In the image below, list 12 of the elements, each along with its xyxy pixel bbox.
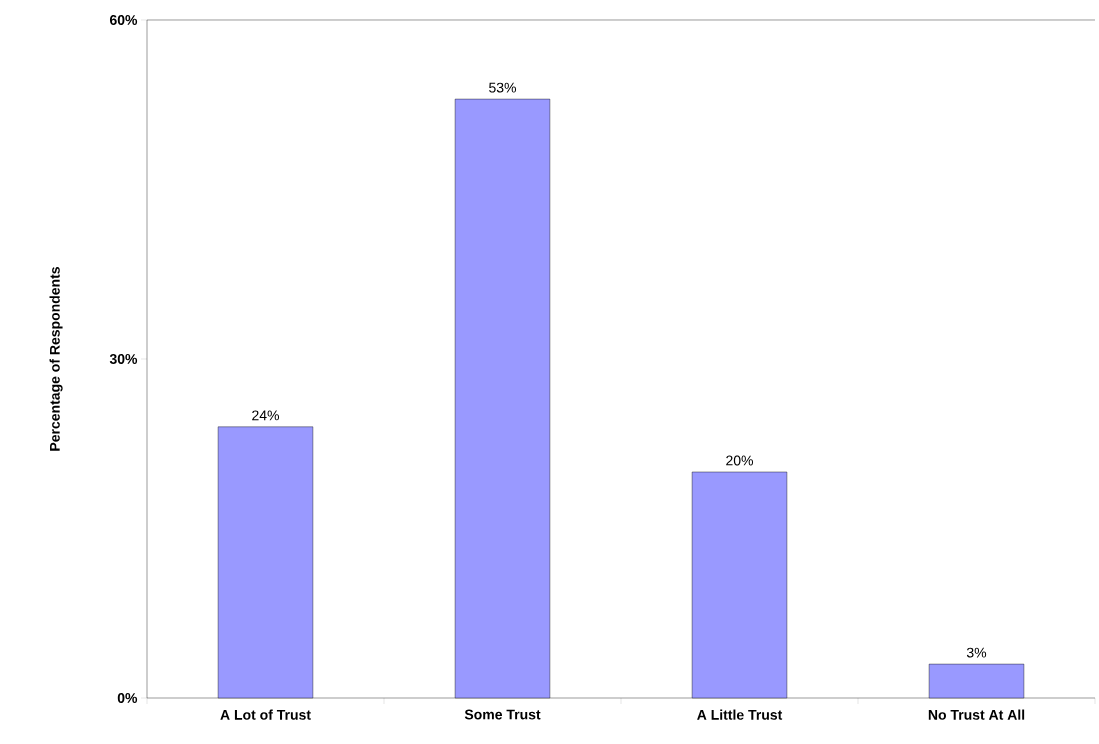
y-axis-title: Percentage of Respondents <box>49 267 63 451</box>
x-tick-label: Some Trust <box>464 709 541 720</box>
data-label: 53% <box>489 82 517 93</box>
y-tick-label: 30% <box>109 354 138 364</box>
data-label: 3% <box>966 647 987 658</box>
data-label: 24% <box>252 410 280 421</box>
x-tick-label: A Little Trust <box>697 709 783 720</box>
x-tick-label: A Lot of Trust <box>220 709 311 720</box>
x-tick-label: No Trust At All <box>928 709 1025 720</box>
y-tick-label: 0% <box>117 693 138 703</box>
y-tick-label: 60% <box>109 15 138 25</box>
data-label: 20% <box>726 455 754 466</box>
